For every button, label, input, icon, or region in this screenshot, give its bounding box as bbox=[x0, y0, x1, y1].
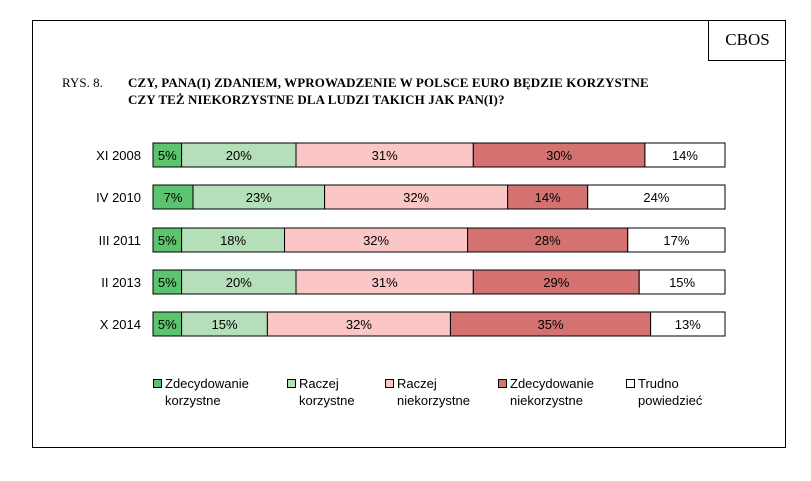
data-label: 5% bbox=[158, 148, 177, 163]
data-label: 5% bbox=[158, 317, 177, 332]
legend-swatch-s2 bbox=[287, 379, 296, 388]
data-label: 14% bbox=[535, 190, 561, 205]
data-label: 15% bbox=[669, 275, 695, 290]
chart-title-line-1: CZY, PANA(I) ZDANIEM, WPROWADZENIE W POL… bbox=[128, 75, 649, 90]
bar-segment bbox=[152, 184, 194, 210]
bar-segment bbox=[650, 311, 726, 337]
chart-title-line-2: CZY TEŻ NIEKORZYSTNE DLA LUDZI TAKICH JA… bbox=[128, 92, 505, 107]
bar-segment bbox=[638, 269, 726, 295]
legend-swatch-s4 bbox=[498, 379, 507, 388]
category-label: II 2013 bbox=[101, 275, 141, 290]
data-label: 5% bbox=[158, 275, 177, 290]
bar-segment bbox=[284, 227, 469, 253]
category-label: XI 2008 bbox=[96, 148, 141, 163]
bar-segment bbox=[266, 311, 451, 337]
category-label: IV 2010 bbox=[96, 190, 141, 205]
legend-item-trudno-powiedziec: Trudno powiedzieć bbox=[626, 375, 702, 409]
data-label: 35% bbox=[538, 317, 564, 332]
data-label: 29% bbox=[543, 275, 569, 290]
legend-label-line2: korzystne bbox=[165, 393, 221, 408]
bar-segment bbox=[152, 227, 183, 253]
data-label: 31% bbox=[372, 148, 398, 163]
cbos-badge: CBOS bbox=[708, 20, 786, 61]
data-label: 18% bbox=[220, 233, 246, 248]
bar-segment bbox=[587, 184, 726, 210]
bar-segment bbox=[472, 269, 640, 295]
legend-label-line1: Raczej bbox=[397, 376, 437, 391]
bar-segment bbox=[152, 142, 183, 168]
legend-label-line1: Zdecydowanie bbox=[165, 376, 249, 391]
legend-label-line1: Trudno bbox=[638, 376, 679, 391]
bar-segment bbox=[181, 269, 297, 295]
data-label: 7% bbox=[164, 190, 183, 205]
category-label: III 2011 bbox=[99, 233, 141, 248]
data-label: 32% bbox=[403, 190, 429, 205]
chart-title: CZY, PANA(I) ZDANIEM, WPROWADZENIE W POL… bbox=[128, 74, 748, 108]
legend-swatch-s1 bbox=[153, 379, 162, 388]
category-label: X 2014 bbox=[100, 317, 141, 332]
legend-swatch-s3 bbox=[385, 379, 394, 388]
data-label: 32% bbox=[346, 317, 372, 332]
legend-item-raczej-niekorzystne: Raczej niekorzystne bbox=[385, 375, 470, 409]
data-label: 31% bbox=[372, 275, 398, 290]
data-label: 17% bbox=[663, 233, 689, 248]
legend-label-line2: niekorzystne bbox=[510, 393, 583, 408]
legend-label-line2: korzystne bbox=[299, 393, 355, 408]
bar-segment bbox=[192, 184, 326, 210]
data-label: 20% bbox=[226, 275, 252, 290]
bar-segment bbox=[627, 227, 726, 253]
bar-segment bbox=[324, 184, 509, 210]
data-label: 5% bbox=[158, 233, 177, 248]
legend: Zdecydowanie korzystne Raczej korzystne Ra… bbox=[150, 375, 750, 425]
data-label: 20% bbox=[226, 148, 252, 163]
legend-label-line1: Raczej bbox=[299, 376, 339, 391]
data-label: 24% bbox=[643, 190, 669, 205]
data-label: 13% bbox=[675, 317, 701, 332]
legend-swatch-s5 bbox=[626, 379, 635, 388]
legend-item-zdecydowanie-niekorzystne: Zdecydowanie niekorzystne bbox=[498, 375, 594, 409]
figure-number: RYS. 8. bbox=[62, 75, 103, 90]
data-label: 15% bbox=[211, 317, 237, 332]
bar-segment bbox=[644, 142, 726, 168]
data-label: 28% bbox=[535, 233, 561, 248]
data-label: 23% bbox=[246, 190, 272, 205]
data-label: 14% bbox=[672, 148, 698, 163]
legend-label-line2: niekorzystne bbox=[397, 393, 470, 408]
legend-label-line2: powiedzieć bbox=[638, 393, 703, 408]
legend-item-zdecydowanie-korzystne: Zdecydowanie korzystne bbox=[153, 375, 249, 409]
data-label: 30% bbox=[546, 148, 572, 163]
bar-segment bbox=[295, 269, 474, 295]
data-label: 32% bbox=[363, 233, 389, 248]
legend-label-line1: Zdecydowanie bbox=[510, 376, 594, 391]
bar-segment bbox=[181, 227, 286, 253]
legend-item-raczej-korzystne: Raczej korzystne bbox=[287, 375, 355, 409]
bar-segment bbox=[507, 184, 589, 210]
